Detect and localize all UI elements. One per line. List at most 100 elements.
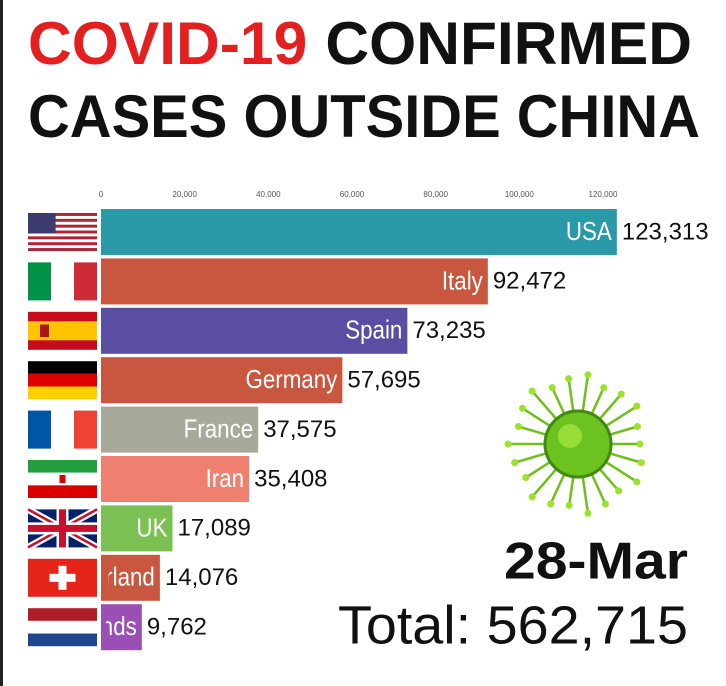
total-label: Total: 562,715: [338, 595, 688, 655]
x-tick-label: 100,000: [505, 190, 534, 199]
bar-label: UK: [136, 514, 167, 543]
value-label: 9,762: [147, 614, 207, 641]
flag-part: [28, 242, 97, 246]
flag-part: [49, 573, 76, 582]
title-part: CONFIRMED: [325, 10, 692, 77]
virus-tip: [565, 375, 573, 383]
value-label: 73,235: [412, 317, 485, 344]
virus-tip: [511, 459, 519, 467]
flag-part: [28, 248, 97, 251]
flag: [26, 506, 99, 551]
virus-tip: [504, 440, 512, 448]
value-label: 17,089: [177, 515, 250, 542]
bar: [101, 209, 617, 255]
bar: [101, 505, 173, 552]
virus-tip: [518, 404, 526, 412]
flag-part: [51, 410, 74, 449]
bar-label: Germany: [245, 366, 338, 395]
virus-tip: [584, 509, 592, 517]
flag: [28, 608, 97, 647]
bar-label: Switzerland: [39, 563, 155, 592]
bar: [101, 357, 343, 404]
x-tick-label: 40,000: [256, 190, 281, 199]
flag-part: [28, 373, 97, 387]
virus-tip: [547, 500, 555, 508]
virus-tip: [515, 423, 523, 431]
flag-part: [28, 224, 97, 228]
virus-highlight: [558, 424, 582, 448]
flag: [28, 262, 97, 301]
value-label: 14,076: [165, 564, 238, 591]
virus-tip: [548, 384, 556, 392]
flag-part: [28, 460, 97, 473]
value-label: 57,695: [347, 367, 420, 394]
bar-label: Netherlands: [16, 613, 137, 642]
virus-spike: [600, 458, 638, 483]
flag-part: [28, 236, 97, 240]
virus-tip: [528, 493, 536, 501]
virus-tip: [633, 402, 641, 410]
virus-spike: [600, 405, 638, 430]
bar: [101, 258, 488, 305]
bar: [101, 456, 250, 502]
flag-part: [28, 485, 97, 498]
bar-label: France: [184, 415, 254, 444]
x-tick-label: 20,000: [172, 190, 197, 199]
date-label: 28-Mar: [504, 533, 688, 591]
virus-spike: [580, 471, 590, 514]
flag: [28, 361, 97, 400]
virus-tip: [615, 487, 623, 495]
chart-title-line2: CASES OUTSIDE CHINA: [28, 83, 700, 150]
virus-tip: [633, 478, 641, 486]
bar-label: Spain: [345, 316, 402, 345]
bar: [101, 554, 160, 601]
flag-part: [28, 633, 97, 647]
x-tick-label: 120,000: [589, 190, 618, 199]
value-label: 92,472: [493, 268, 566, 295]
virus-spike: [531, 390, 561, 424]
flag-part: [28, 262, 51, 301]
left-border: [0, 0, 3, 686]
value-label: 123,313: [622, 218, 709, 245]
bar: [101, 307, 408, 354]
flag-part: [28, 230, 97, 234]
x-tick-label: 0: [99, 190, 104, 199]
flag: [28, 460, 97, 498]
flag-part: [28, 321, 97, 341]
bar-label: Iran: [206, 464, 245, 493]
virus-tip: [528, 387, 536, 395]
virus: [504, 371, 645, 517]
flag-part: [28, 620, 97, 634]
virus-tip: [601, 500, 609, 508]
bar: [101, 604, 142, 651]
flag-part: [59, 475, 66, 483]
virus-tip: [600, 384, 608, 392]
virus-tip: [637, 459, 645, 467]
virus-tip: [522, 474, 530, 482]
virus-tip: [636, 440, 644, 448]
bar-label: USA: [566, 217, 613, 246]
flag: [28, 410, 97, 449]
flag-part: [28, 524, 97, 532]
value-label: 35,408: [254, 465, 327, 492]
flag-part: [51, 262, 74, 301]
value-label: 37,575: [263, 416, 336, 443]
flag-part: [40, 324, 49, 338]
virus-spike: [580, 374, 590, 417]
flag-part: [28, 361, 97, 374]
x-tick-label: 80,000: [423, 190, 448, 199]
flag: [28, 558, 97, 597]
flag-part: [28, 410, 51, 449]
x-tick-label: 60,000: [340, 190, 365, 199]
flag-part: [28, 386, 97, 400]
flag: [28, 213, 97, 251]
flag-part: [28, 608, 97, 621]
flag-part: [74, 262, 97, 301]
virus-tip: [633, 423, 641, 431]
flag: [28, 311, 97, 350]
virus-tip: [617, 390, 625, 398]
flag-part: [28, 213, 97, 216]
flag-part: [74, 410, 97, 449]
virus-spike: [531, 464, 561, 498]
